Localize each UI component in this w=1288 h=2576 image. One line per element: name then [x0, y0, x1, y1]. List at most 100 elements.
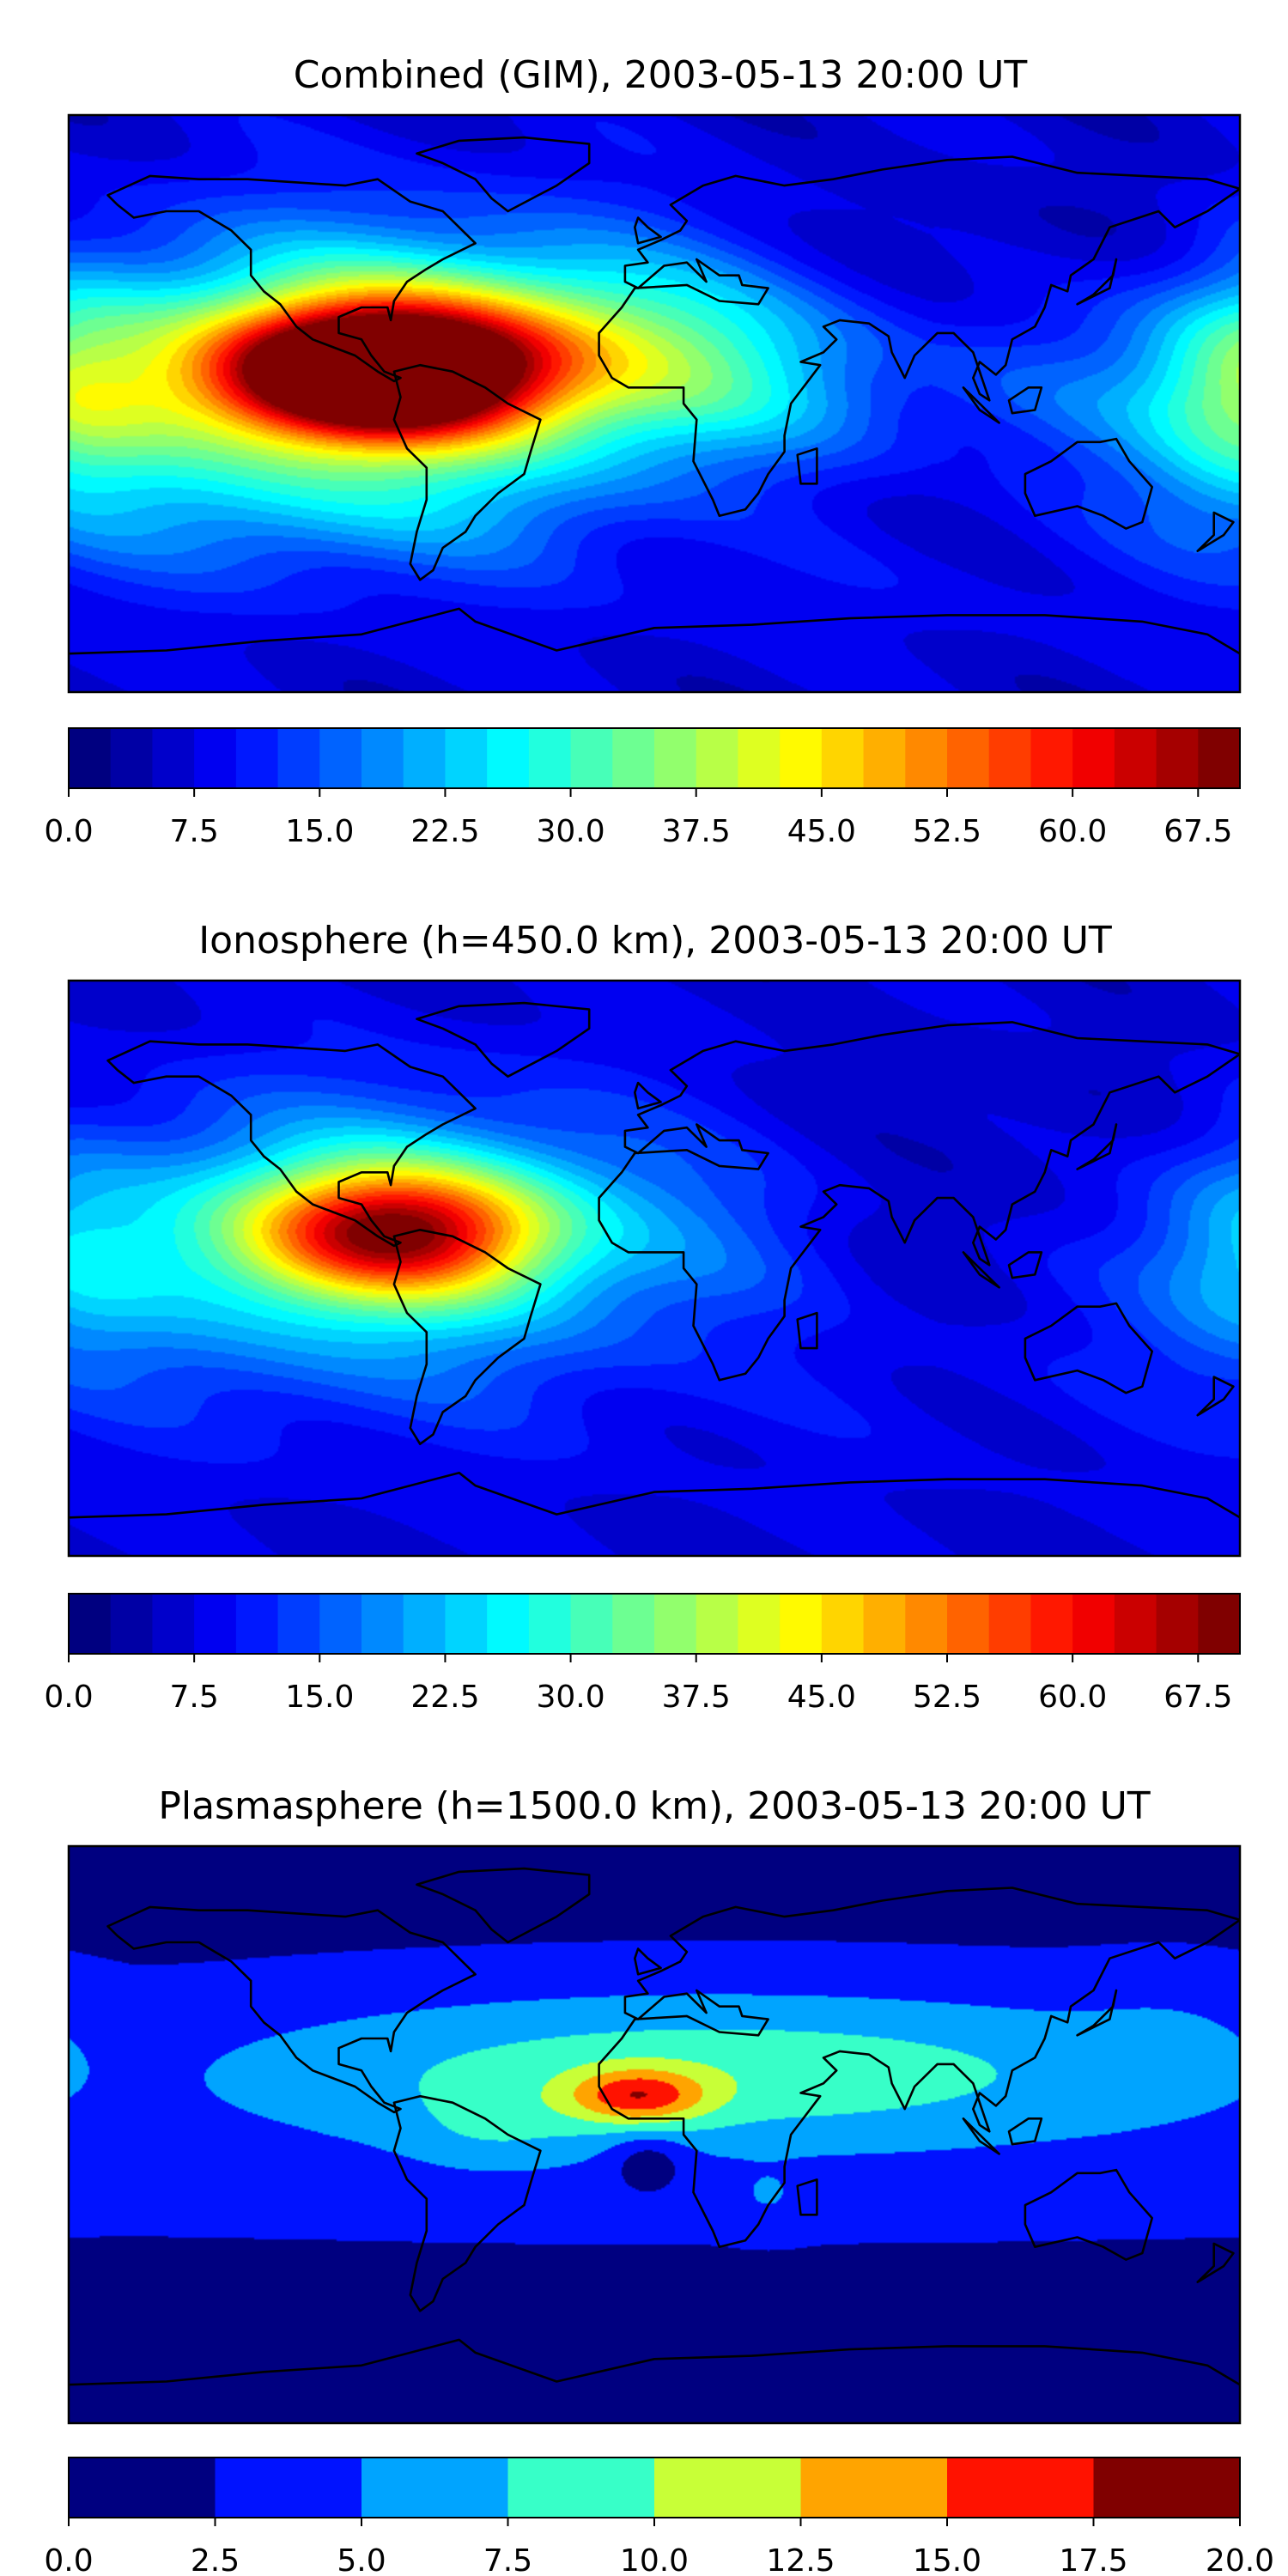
colorbar-tick-label: 7.5: [170, 814, 219, 849]
colorbar-level: [235, 1594, 279, 1654]
colorbar-level: [403, 728, 447, 788]
coastline-greenland: [416, 1001, 591, 1078]
coastline-japan: [1076, 1123, 1118, 1170]
colorbar-level: [947, 728, 990, 788]
coastline-borneo: [1007, 2117, 1043, 2146]
colorbar-level: [1093, 2458, 1241, 2518]
colorbar-level: [821, 1594, 865, 1654]
colorbar-level: [570, 728, 613, 788]
colorbar-level: [235, 728, 279, 788]
colorbar-level: [1114, 1594, 1157, 1654]
colorbar-level: [445, 728, 488, 788]
colorbar-border: [68, 727, 1241, 789]
colorbar-level: [319, 1594, 362, 1654]
coastline-new-zealand: [1196, 2242, 1235, 2283]
colorbar-tick-label: 0.0: [44, 1680, 93, 1715]
colorbar-tick-label: 17.5: [1059, 2543, 1127, 2576]
colorbar-tick-label: 7.5: [170, 1680, 219, 1715]
colorbar-tick-label: 15.0: [913, 2543, 981, 2576]
colorbar-tick-label: 45.0: [787, 814, 856, 849]
colorbar-level: [277, 1594, 320, 1654]
colorbar-level: [1198, 728, 1241, 788]
colorbar: 0.0 2.5 5.0 7.5 10.0 12.5 15.0 17.5 20.0: [44, 2457, 1274, 2576]
colorbar-tick-label: 7.5: [483, 2543, 532, 2576]
coastline-australia: [1024, 437, 1153, 530]
colorbar-tick-label: 0.0: [44, 2543, 93, 2576]
colorbar-level: [1156, 728, 1199, 788]
colorbar-level: [738, 1594, 781, 1654]
coastline-north-america: [106, 1905, 477, 2114]
colorbar-tick-label: 15.0: [285, 814, 354, 849]
colorbar-tick-label: 30.0: [536, 814, 605, 849]
colorbar-level: [1072, 1594, 1115, 1654]
colorbar-tick-label: 15.0: [285, 1680, 354, 1715]
colorbar-level: [654, 2458, 802, 2518]
colorbar-level: [194, 728, 237, 788]
colorbar-level: [905, 1594, 948, 1654]
colorbar-tick-label: 22.5: [410, 1680, 479, 1715]
colorbar-level: [361, 1594, 404, 1654]
coastline-madagascar: [796, 2178, 818, 2216]
map-border: [67, 113, 1242, 694]
colorbar-level: [69, 2458, 216, 2518]
coastline-australia: [1024, 2168, 1153, 2261]
colorbar-level: [988, 728, 1032, 788]
coastline-greenland: [416, 136, 591, 213]
panel-combined: Combined (GIM), 2003-05-13 20:00 UT 0.0 7…: [44, 53, 1242, 849]
colorbar-level: [487, 728, 530, 788]
colorbar-level: [361, 728, 404, 788]
map-border: [67, 1844, 1242, 2425]
coastline-africa-eurasia: [598, 1021, 1240, 1382]
colorbar-level: [1114, 728, 1157, 788]
colorbar-level: [738, 728, 781, 788]
colorbar-level: [403, 1594, 447, 1654]
colorbar-tick-label: 37.5: [662, 814, 731, 849]
colorbar-level: [1198, 1594, 1241, 1654]
coastline-uk: [634, 1081, 662, 1110]
colorbar-level: [507, 2458, 655, 2518]
colorbar-level: [110, 1594, 154, 1654]
colorbar-ticks: 0.0 2.5 5.0 7.5 10.0 12.5 15.0 17.5 20.0: [44, 2518, 1274, 2576]
colorbar-level: [1030, 728, 1073, 788]
coastline-antarctica: [69, 607, 1240, 655]
map-border: [67, 979, 1242, 1558]
colorbar-level: [1072, 728, 1115, 788]
coastline-greenland: [416, 1867, 591, 1944]
coastline-borneo: [1007, 386, 1043, 415]
coastline-japan: [1076, 258, 1118, 306]
colorbar-ticks: 0.0 7.5 15.0 22.5 30.0 37.5 45.0 52.5 60.0 67.5: [44, 788, 1232, 849]
coastline-sumatra: [962, 1251, 1000, 1289]
panel-title: Plasmasphere (h=1500.0 km), 2003-05-13 2…: [158, 1784, 1150, 1828]
colorbar-level: [947, 2458, 1095, 2518]
coastline-sumatra: [962, 2117, 1000, 2155]
colorbar-level: [152, 728, 195, 788]
colorbar-tick-label: 67.5: [1163, 814, 1232, 849]
tec-field-map: [69, 1846, 1240, 2423]
colorbar-tick-label: 67.5: [1163, 1680, 1232, 1715]
colorbar-level: [152, 1594, 195, 1654]
colorbar-level: [863, 728, 906, 788]
coastline-south-america: [392, 2094, 542, 2312]
colorbar-level: [654, 1594, 697, 1654]
colorbar: 0.0 7.5 15.0 22.5 30.0 37.5 45.0 52.5 60.0 67.5: [44, 1593, 1241, 1715]
colorbar-tick-label: 60.0: [1038, 814, 1107, 849]
colorbar-level: [110, 728, 154, 788]
colorbar-level: [905, 728, 948, 788]
colorbar-level: [445, 1594, 488, 1654]
colorbar-level: [570, 1594, 613, 1654]
colorbar-level: [612, 728, 655, 788]
coastline-japan: [1076, 1989, 1118, 2037]
colorbar-level: [612, 1594, 655, 1654]
coastline-north-america: [106, 1040, 477, 1248]
colorbar-segments: [69, 728, 1241, 788]
colorbar-tick-label: 20.0: [1206, 2543, 1274, 2576]
colorbar-level: [1030, 1594, 1073, 1654]
colorbar-segments: [69, 2458, 1241, 2518]
colorbar-level: [69, 728, 112, 788]
colorbar-border: [68, 1593, 1241, 1655]
colorbar-level: [800, 2458, 948, 2518]
colorbar-level: [780, 728, 823, 788]
colorbar-tick-label: 10.0: [620, 2543, 689, 2576]
colorbar-tick-label: 60.0: [1038, 1680, 1107, 1715]
